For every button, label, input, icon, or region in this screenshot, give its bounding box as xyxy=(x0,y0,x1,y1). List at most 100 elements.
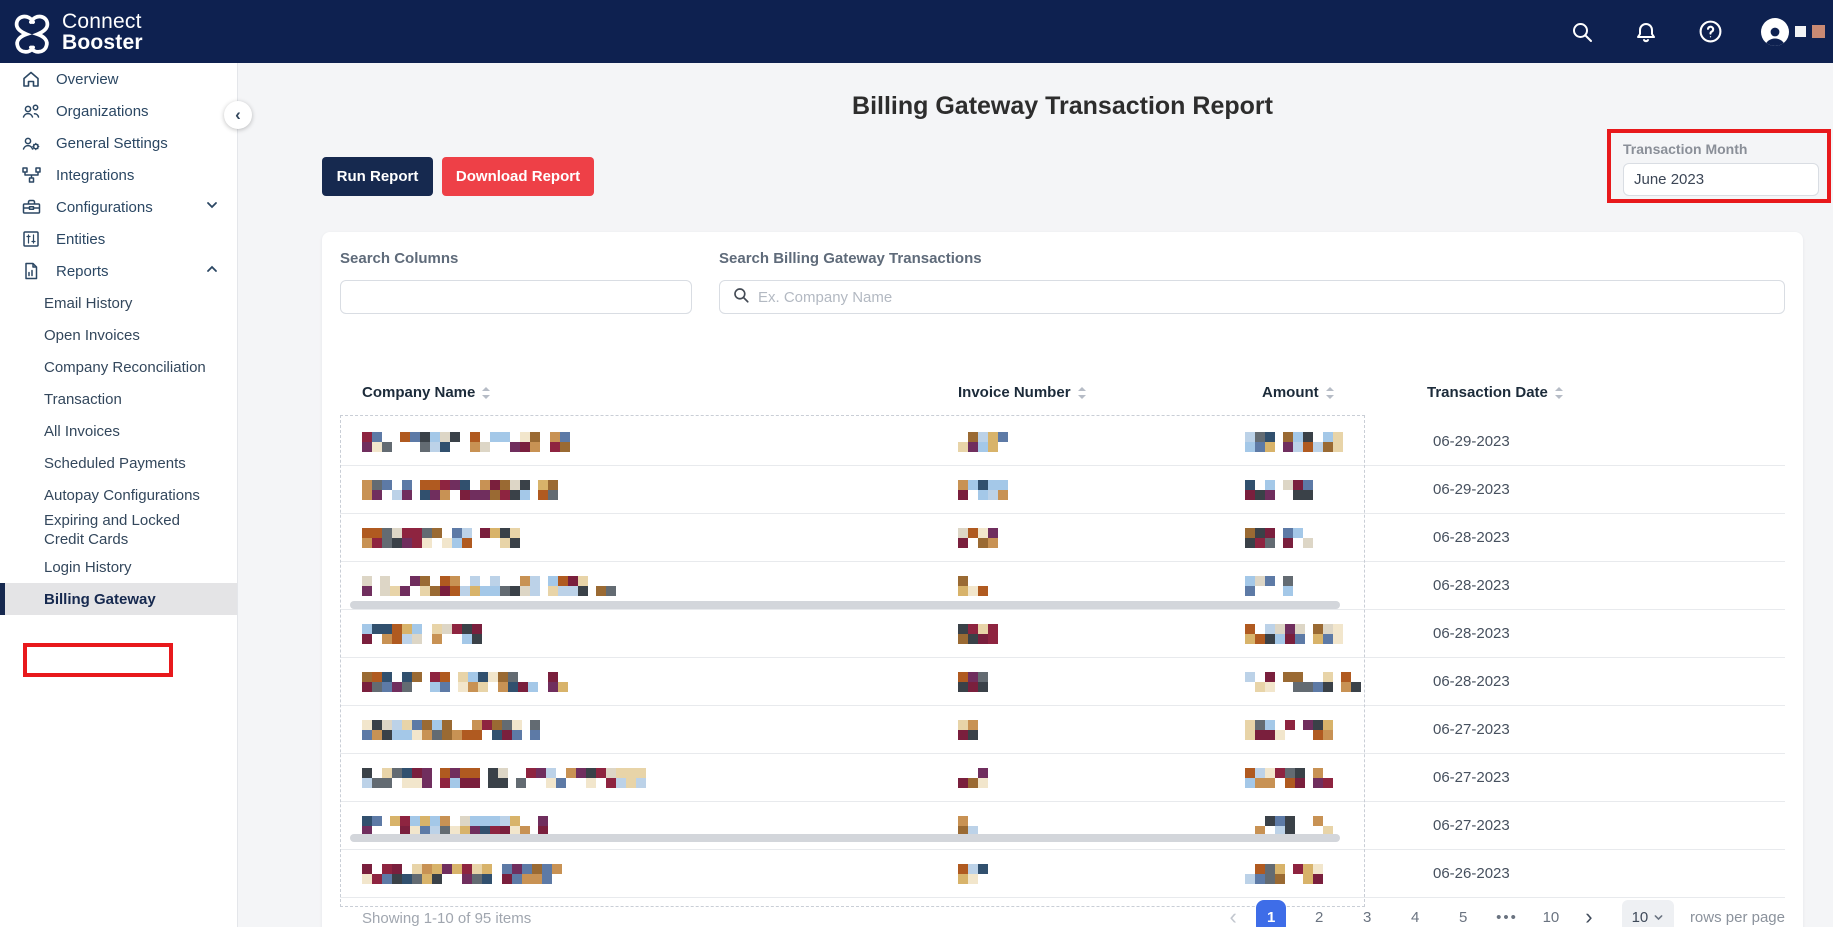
table-row[interactable]: 06-28-2023 xyxy=(340,610,1785,658)
brand-line2: Booster xyxy=(62,30,143,54)
redacted-pixels xyxy=(958,528,998,548)
user-menu[interactable] xyxy=(1761,17,1825,46)
column-header-company-name[interactable]: Company Name xyxy=(362,384,491,401)
rows-per-page-label: rows per page xyxy=(1689,908,1785,926)
transaction-month-label: Transaction Month xyxy=(1623,141,1748,157)
sort-icon[interactable] xyxy=(1554,386,1564,400)
connectbooster-logo-icon xyxy=(14,14,50,54)
column-header-amount[interactable]: Amount xyxy=(1262,384,1335,401)
transaction-date-cell: 06-28-2023 xyxy=(1433,529,1510,546)
search-transactions-field[interactable] xyxy=(719,280,1785,314)
pagination: ‹ 1 2 3 4 5 ••• 10 › 10 rows per page xyxy=(1218,900,1785,927)
search-transactions-input[interactable] xyxy=(758,282,1784,312)
redacted-pixels xyxy=(1245,576,1293,596)
redacted-pixels xyxy=(1245,432,1343,452)
redacted-pixels xyxy=(362,432,570,452)
report-card: Search Columns Search Billing Gateway Tr… xyxy=(322,232,1803,927)
sidebar-item-scheduled-payments[interactable]: Scheduled Payments xyxy=(44,454,186,472)
redacted-pixels xyxy=(958,672,988,692)
redacted-pixels xyxy=(1245,672,1361,692)
chevron-down-icon[interactable] xyxy=(205,198,219,216)
redacted-pixels xyxy=(958,816,978,836)
bell-icon[interactable] xyxy=(1633,19,1659,45)
redacted-pixels xyxy=(958,720,978,740)
redacted-pixels xyxy=(362,864,562,884)
transaction-date-cell: 06-29-2023 xyxy=(1433,433,1510,450)
sort-icon[interactable] xyxy=(1325,386,1335,400)
transaction-month-input[interactable] xyxy=(1623,163,1819,196)
brand-logo[interactable]: Connect Booster xyxy=(0,10,143,54)
sidebar-item-label: Reports xyxy=(56,262,109,280)
page-button-1[interactable]: 1 xyxy=(1256,900,1287,927)
sidebar-item-configurations[interactable]: Configurations xyxy=(0,191,237,223)
page-button-10[interactable]: 10 xyxy=(1542,908,1560,926)
table-row[interactable]: 06-28-2023 xyxy=(340,562,1785,610)
annotation-transaction-month: Transaction Month xyxy=(1607,129,1831,203)
rows-per-page-select[interactable]: 10 xyxy=(1621,900,1674,927)
redacted-pixels xyxy=(362,720,540,740)
sidebar-item-reports[interactable]: Reports xyxy=(0,255,237,287)
transaction-date-cell: 06-26-2023 xyxy=(1433,865,1510,882)
chevron-down-icon xyxy=(1654,914,1663,920)
sort-icon[interactable] xyxy=(481,386,491,400)
sidebar-item-label: Entities xyxy=(56,230,106,248)
table-row[interactable]: 06-29-2023 xyxy=(340,466,1785,514)
horizontal-scrollbar[interactable] xyxy=(350,834,1340,842)
sidebar-item-open-invoices[interactable]: Open Invoices xyxy=(44,326,140,344)
redacted-pixels xyxy=(362,768,646,788)
search-icon[interactable] xyxy=(1569,19,1595,45)
sidebar-item-expiring-locked-cards[interactable]: Expiring and Locked Credit Cards xyxy=(44,512,180,548)
sidebar: Overview Organizations General Settings … xyxy=(0,63,238,927)
avatar[interactable] xyxy=(1761,17,1789,46)
table-row[interactable]: 06-28-2023 xyxy=(340,514,1785,562)
redacted-pixels xyxy=(958,576,988,596)
table-row[interactable]: 06-29-2023 xyxy=(340,418,1785,466)
column-header-transaction-date[interactable]: Transaction Date xyxy=(1427,384,1564,401)
entities-icon xyxy=(20,228,42,250)
redacted-pixels xyxy=(1245,528,1313,548)
previous-page-icon[interactable]: ‹ xyxy=(1229,904,1237,927)
table-row[interactable]: 06-26-2023 xyxy=(340,850,1785,898)
sidebar-item-email-history[interactable]: Email History xyxy=(44,294,133,312)
download-report-button[interactable]: Download Report xyxy=(442,157,594,196)
column-header-invoice-number[interactable]: Invoice Number xyxy=(958,384,1087,401)
page-button-2[interactable]: 2 xyxy=(1315,908,1324,926)
sidebar-item-company-reconciliation[interactable]: Company Reconciliation xyxy=(44,358,206,376)
sort-icon[interactable] xyxy=(1077,386,1087,400)
sidebar-collapse-button[interactable]: ‹ xyxy=(224,101,252,129)
run-report-button[interactable]: Run Report xyxy=(322,157,433,196)
sidebar-item-label: Overview xyxy=(56,70,119,88)
sidebar-item-integrations[interactable]: Integrations xyxy=(0,159,237,191)
redacted-pixels xyxy=(1245,624,1343,644)
sidebar-item-general-settings[interactable]: General Settings xyxy=(0,127,237,159)
page-button-5[interactable]: 5 xyxy=(1459,908,1468,926)
next-page-icon[interactable]: › xyxy=(1585,904,1593,927)
sidebar-item-autopay-configurations[interactable]: Autopay Configurations xyxy=(44,486,200,504)
table-row[interactable]: 06-27-2023 xyxy=(340,802,1785,850)
chevron-up-icon[interactable] xyxy=(205,262,219,280)
search-columns-input[interactable] xyxy=(340,280,692,314)
sidebar-item-organizations[interactable]: Organizations xyxy=(0,95,237,127)
table-row[interactable]: 06-28-2023 xyxy=(340,658,1785,706)
table-row[interactable]: 06-27-2023 xyxy=(340,754,1785,802)
brand-line1: Connect xyxy=(62,9,142,33)
sidebar-item-transaction[interactable]: Transaction xyxy=(44,390,122,408)
redacted-pixels xyxy=(362,672,568,692)
search-transactions-label: Search Billing Gateway Transactions xyxy=(719,250,982,267)
pagination-summary: Showing 1-10 of 95 items xyxy=(362,910,532,927)
sidebar-item-all-invoices[interactable]: All Invoices xyxy=(44,422,120,440)
sidebar-item-billing-gateway[interactable]: Billing Gateway xyxy=(0,583,237,615)
search-columns-label: Search Columns xyxy=(340,250,459,267)
redacted-pixels xyxy=(362,624,482,644)
transaction-date-cell: 06-27-2023 xyxy=(1433,817,1510,834)
page-button-3[interactable]: 3 xyxy=(1363,908,1372,926)
sidebar-item-overview[interactable]: Overview xyxy=(0,63,237,95)
horizontal-scrollbar[interactable] xyxy=(350,601,1340,609)
page-button-4[interactable]: 4 xyxy=(1411,908,1420,926)
sidebar-item-label: Integrations xyxy=(56,166,135,184)
sidebar-item-login-history[interactable]: Login History xyxy=(44,558,132,576)
people-gear-icon xyxy=(20,132,42,154)
help-icon[interactable] xyxy=(1697,19,1723,45)
sidebar-item-entities[interactable]: Entities xyxy=(0,223,237,255)
table-row[interactable]: 06-27-2023 xyxy=(340,706,1785,754)
